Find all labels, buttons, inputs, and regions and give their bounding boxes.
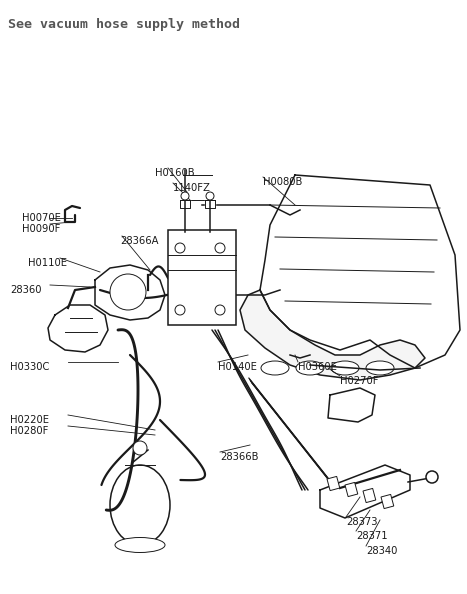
Text: See vacuum hose supply method: See vacuum hose supply method: [8, 18, 240, 31]
Circle shape: [175, 243, 185, 253]
Text: H0360E: H0360E: [298, 362, 337, 372]
Text: 1140FZ: 1140FZ: [173, 183, 211, 193]
Text: 28366A: 28366A: [120, 236, 158, 246]
Text: H0220E: H0220E: [10, 415, 49, 425]
Polygon shape: [260, 175, 460, 368]
Ellipse shape: [366, 361, 394, 375]
Polygon shape: [205, 200, 215, 208]
Circle shape: [215, 305, 225, 315]
Text: 28366B: 28366B: [220, 452, 259, 462]
Text: H0070E: H0070E: [22, 213, 61, 223]
Ellipse shape: [296, 361, 324, 375]
Text: H0090F: H0090F: [22, 224, 60, 234]
Text: H0160B: H0160B: [155, 168, 195, 178]
Ellipse shape: [331, 361, 359, 375]
Text: H0110E: H0110E: [28, 258, 67, 268]
Text: 28373: 28373: [346, 517, 377, 527]
Text: 28340: 28340: [366, 546, 397, 556]
Circle shape: [181, 192, 189, 200]
Text: H0140E: H0140E: [218, 362, 257, 372]
Bar: [363, 488, 376, 503]
Circle shape: [215, 243, 225, 253]
Bar: [327, 476, 340, 491]
Polygon shape: [240, 290, 425, 380]
Circle shape: [206, 192, 214, 200]
Bar: [345, 482, 358, 497]
Polygon shape: [180, 200, 190, 208]
Circle shape: [110, 274, 146, 310]
Text: 28371: 28371: [356, 531, 388, 541]
Polygon shape: [328, 388, 375, 422]
Text: H0270F: H0270F: [340, 376, 378, 386]
Text: H0080B: H0080B: [263, 177, 302, 187]
Ellipse shape: [110, 465, 170, 545]
Circle shape: [175, 305, 185, 315]
Bar: [381, 494, 394, 508]
Ellipse shape: [261, 361, 289, 375]
Text: H0330C: H0330C: [10, 362, 50, 372]
Text: 28360: 28360: [10, 285, 42, 295]
Circle shape: [133, 441, 147, 455]
Polygon shape: [48, 305, 108, 352]
Text: H0280F: H0280F: [10, 426, 49, 436]
Circle shape: [426, 471, 438, 483]
Polygon shape: [320, 465, 410, 518]
Ellipse shape: [115, 538, 165, 552]
Polygon shape: [95, 265, 165, 320]
Bar: [168, 230, 236, 325]
